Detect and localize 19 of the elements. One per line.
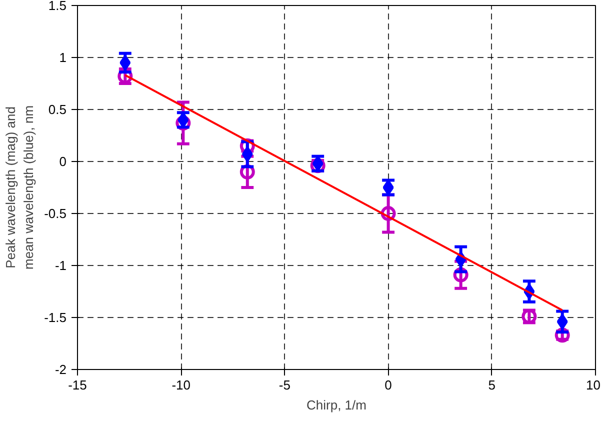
y-tick-label: 0.5 <box>48 102 67 117</box>
point <box>120 55 131 70</box>
x-tick-label: 10 <box>586 378 601 392</box>
y-axis-title: Peak wavelength (mag) and mean wavelength (blue), nm <box>3 105 36 270</box>
y-tick-label: 1 <box>59 50 67 65</box>
x-axis-title: Chirp, 1/m <box>306 398 366 412</box>
y-tick-label: -1 <box>54 258 67 273</box>
x-tick-label: 0 <box>384 378 392 392</box>
y-tick-label: 1.5 <box>48 0 67 13</box>
x-tick-label: -10 <box>172 378 190 392</box>
y-tick-label: -1.5 <box>44 310 67 325</box>
x-tick-label: -15 <box>68 378 87 392</box>
point <box>242 146 253 162</box>
x-tick-label: -5 <box>278 378 290 392</box>
point <box>556 314 568 330</box>
y-tick-label: -2 <box>54 362 67 377</box>
y-tick-label: 0 <box>59 154 67 169</box>
x-tick-label: 5 <box>488 378 496 392</box>
y-tick-label: -0.5 <box>44 206 67 221</box>
